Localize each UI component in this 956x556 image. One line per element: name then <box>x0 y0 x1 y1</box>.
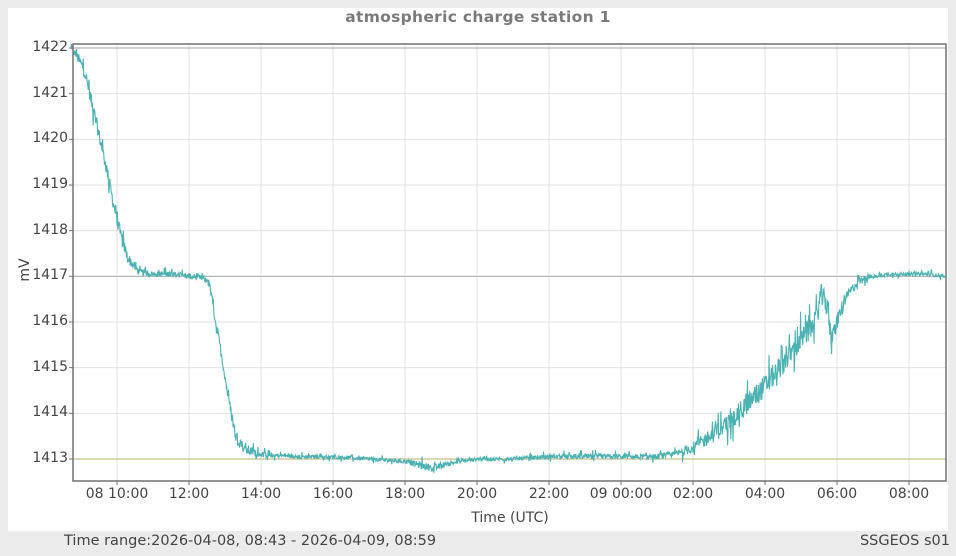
x-tick-label: 02:00 <box>672 486 714 502</box>
y-tick-label: 1419 <box>32 176 68 192</box>
y-tick-label: 1422 <box>32 39 68 55</box>
x-tick-label: 12:00 <box>168 486 210 502</box>
x-tick-label: 22:00 <box>528 486 570 502</box>
y-axis-label: mV <box>17 258 33 282</box>
time-range-status: Time range:2026-04-08, 08:43 - 2026-04-0… <box>64 533 437 549</box>
y-tick-label: 1421 <box>32 84 68 101</box>
x-tick-label: 09 00:00 <box>589 486 653 502</box>
x-tick-label: 08 10:00 <box>85 486 149 502</box>
x-axis-label: Time (UTC) <box>471 510 549 526</box>
x-tick-label: 18:00 <box>384 486 426 502</box>
y-tick-label: 1416 <box>32 313 68 329</box>
y-tick-label: 1413 <box>32 450 68 466</box>
x-tick-label: 08:00 <box>888 486 930 502</box>
y-tick-label: 1418 <box>32 221 68 238</box>
x-tick-label: 06:00 <box>816 486 858 502</box>
y-tick-label: 1417 <box>32 267 68 284</box>
chart-title: atmospheric charge station 1 <box>345 8 611 26</box>
x-tick-label: 04:00 <box>744 486 786 502</box>
y-tick-label: 1420 <box>32 130 68 147</box>
plot-frame <box>72 43 947 482</box>
y-tick-label: 1414 <box>32 404 68 421</box>
x-tick-label: 20:00 <box>456 486 498 502</box>
data-series-line <box>70 43 946 473</box>
y-tick-label: 1415 <box>32 358 68 375</box>
x-tick-label: 16:00 <box>312 486 354 502</box>
x-tick-label: 14:00 <box>240 486 282 502</box>
station-id-status: SSGEOS s01 <box>859 533 950 549</box>
